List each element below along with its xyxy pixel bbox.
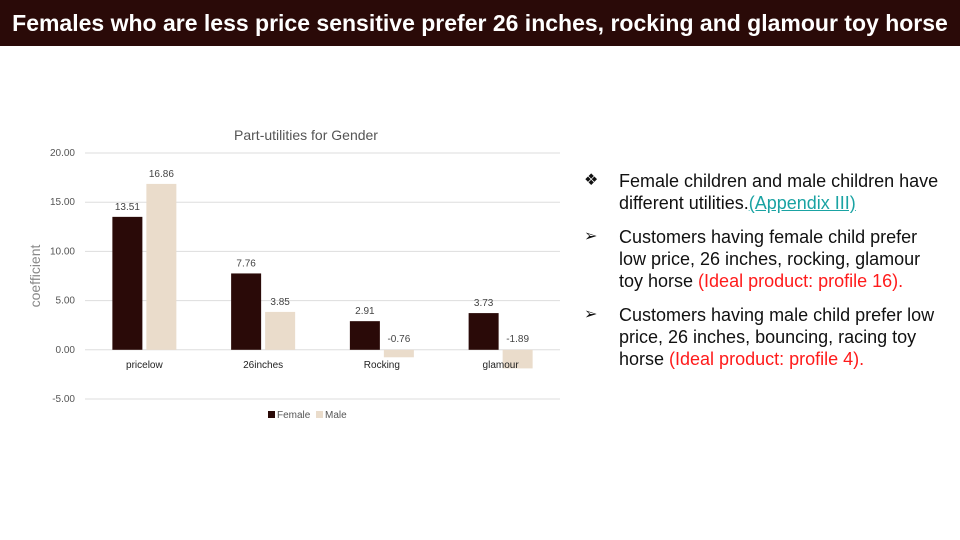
y-tick-label: -5.00 — [52, 394, 75, 405]
category-label: 26inches — [243, 360, 283, 371]
chart-title: Part-utilities for Gender — [234, 127, 378, 143]
bar-female — [468, 313, 499, 350]
data-label: 13.51 — [115, 202, 140, 213]
arrow-bullet-icon: ➢ — [584, 306, 598, 323]
bullet-text: Customers having female child prefer low… — [619, 227, 921, 291]
y-tick-label: 15.00 — [50, 197, 75, 208]
bar-female — [231, 273, 262, 350]
ideal-product-note: (Ideal product: profile 16). — [698, 271, 904, 291]
ideal-product-note: (Ideal product: profile 4). — [669, 349, 865, 369]
diamond-bullet-icon: ❖ — [584, 172, 599, 189]
legend-swatch — [268, 411, 275, 418]
appendix-link[interactable]: (Appendix III) — [748, 193, 856, 213]
title-bar — [0, 0, 960, 46]
bar-female — [349, 321, 380, 350]
data-label: 3.85 — [270, 297, 290, 308]
bar-male — [265, 311, 296, 350]
y-tick-label: 0.00 — [56, 345, 76, 356]
bar-male — [146, 183, 177, 350]
category-label: Rocking — [364, 360, 400, 371]
y-tick-label: 5.00 — [56, 296, 76, 307]
bullet-item: ❖ Female children and male children have… — [584, 170, 944, 214]
y-axis-title: coefficient — [27, 244, 43, 307]
y-tick-label: 10.00 — [50, 246, 75, 257]
data-label: 3.73 — [474, 298, 494, 309]
data-label: -1.89 — [506, 334, 529, 345]
bullet-list: ❖ Female children and male children have… — [584, 170, 944, 382]
data-label: -0.76 — [387, 334, 410, 345]
legend-label: Female — [277, 410, 311, 421]
arrow-bullet-icon: ➢ — [584, 228, 598, 245]
data-label: 7.76 — [236, 258, 256, 269]
chart-legend: Female Male — [268, 410, 347, 421]
legend-label: Male — [325, 410, 347, 421]
category-label: glamour — [483, 360, 520, 371]
category-label: pricelow — [126, 360, 163, 371]
bar-female — [112, 216, 143, 350]
bullet-text: Customers having male child prefer low p… — [619, 305, 935, 369]
slide-title: Females who are less price sensitive pre… — [12, 10, 948, 36]
bar-male — [383, 349, 414, 358]
part-utilities-chart: Part-utilities for Gender 20.00 15.00 10.0… — [27, 127, 560, 421]
bullet-text: Female children and male children have d… — [619, 171, 939, 213]
data-label: 2.91 — [355, 306, 375, 317]
data-label: 16.86 — [149, 169, 174, 180]
y-tick-label: 20.00 — [50, 148, 75, 159]
legend-swatch — [316, 411, 323, 418]
bullet-item: ➢ Customers having female child prefer l… — [584, 226, 944, 292]
bullet-item: ➢ Customers having male child prefer low… — [584, 304, 944, 370]
bar-male — [502, 349, 533, 369]
